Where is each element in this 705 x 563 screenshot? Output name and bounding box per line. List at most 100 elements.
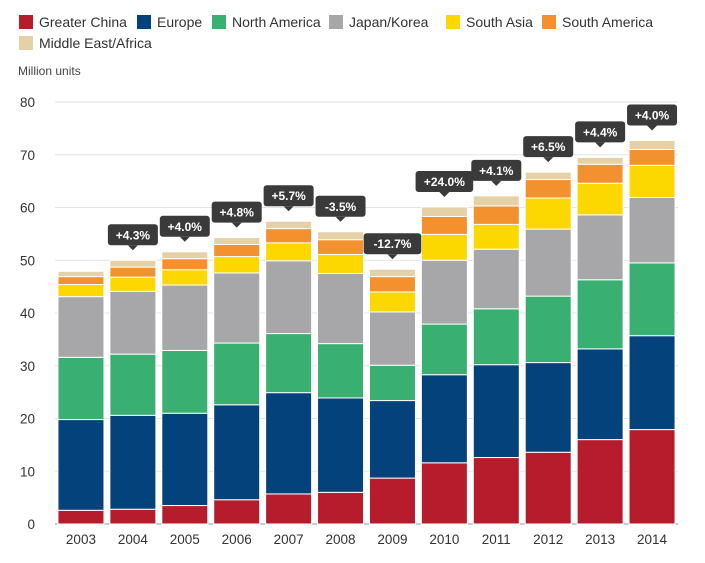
legend-swatch-north-america: [212, 15, 226, 29]
bar-segment-japan-korea-2003: [57, 296, 105, 358]
legend-label-middle-east-africa: Middle East/Africa: [39, 35, 152, 51]
growth-annotation: +5.7%: [263, 185, 314, 212]
bars: [57, 140, 676, 525]
annotation-label: +4.0%: [635, 109, 670, 123]
annotation-box: [263, 185, 314, 207]
bar-segment-south-asia-2003: [57, 284, 105, 298]
bar-segment-middle-east-africa-2008: [317, 231, 365, 241]
annotation-pointer: [439, 191, 450, 197]
bar-segment-south-asia-2007: [265, 242, 313, 262]
growth-annotation: +4.0%: [159, 215, 210, 242]
bar-segment-south-asia-2010: [420, 233, 468, 261]
bar-segment-south-america-2012: [524, 179, 572, 199]
x-tick-label: 2010: [429, 532, 459, 547]
annotation-pointer: [179, 236, 190, 242]
bar-segment-north-america-2003: [57, 356, 105, 421]
growth-annotation: +4.8%: [211, 201, 262, 228]
annotation-box: [159, 215, 210, 237]
legend-swatch-japan-korea: [329, 15, 343, 29]
annotation-pointer: [543, 157, 554, 163]
bar-segment-north-america-2004: [109, 353, 157, 416]
annotation-label: +4.3%: [116, 228, 151, 242]
legend-swatch-south-asia: [446, 15, 460, 29]
bar-segment-europe-2010: [420, 374, 468, 464]
bar-segment-greater-china-2004: [109, 508, 157, 525]
grid: [55, 101, 678, 525]
x-tick-label: 2008: [326, 532, 356, 547]
annotation-box: [107, 224, 158, 246]
y-tick-label: 40: [20, 306, 35, 321]
annotation-label: +4.4%: [583, 125, 618, 139]
bar-segment-middle-east-africa-2007: [265, 220, 313, 230]
y-tick-label: 0: [27, 517, 35, 532]
bar-segment-middle-east-africa-2014: [628, 140, 676, 150]
bar-segment-south-asia-2008: [317, 253, 365, 274]
bar-segment-greater-china-2003: [57, 509, 105, 525]
legend-label-japan-korea: Japan/Korea: [349, 14, 429, 30]
bar-segment-greater-china-2014: [628, 429, 676, 525]
annotation-label: +4.8%: [220, 206, 255, 220]
bar-segment-japan-korea-2006: [213, 272, 261, 344]
bar-segment-europe-2011: [472, 364, 520, 459]
x-tick-label: 2009: [377, 532, 407, 547]
annotation-label: -3.5%: [325, 200, 357, 214]
annotation-label: +4.1%: [479, 164, 514, 178]
bar-segment-japan-korea-2007: [265, 260, 313, 335]
annotation-box: [523, 136, 574, 158]
bar-segment-north-america-2011: [472, 308, 520, 366]
annotation-pointer: [491, 180, 502, 186]
annotation-box: [471, 159, 522, 181]
x-tick-label: 2003: [66, 532, 96, 547]
bar-segment-middle-east-africa-2011: [472, 195, 520, 207]
bar-segment-europe-2005: [161, 412, 209, 507]
y-axis-unit-label: Million units: [18, 64, 81, 78]
annotation-pointer: [335, 216, 346, 222]
bar-segment-europe-2003: [57, 419, 105, 511]
bar-segment-europe-2004: [109, 414, 157, 510]
y-tick-label: 60: [20, 201, 35, 216]
y-axis: 0 10 20 30 40 50 60 70 80: [20, 95, 35, 532]
bar-segment-middle-east-africa-2004: [109, 259, 157, 268]
bar-segment-south-asia-2009: [368, 291, 416, 313]
bar-segment-south-asia-2005: [161, 269, 209, 286]
bar-segment-middle-east-africa-2010: [420, 206, 468, 217]
legend-swatch-middle-east-africa: [19, 36, 33, 50]
bar-segment-greater-china-2011: [472, 457, 520, 525]
annotation-label: +6.5%: [531, 140, 566, 154]
bar-segment-japan-korea-2012: [524, 228, 572, 297]
legend-swatch-greater-china: [19, 15, 33, 29]
y-tick-label: 20: [20, 412, 35, 427]
bar-segment-south-america-2011: [472, 205, 520, 225]
legend-label-south-america: South America: [562, 14, 653, 30]
legend-label-greater-china: Greater China: [39, 14, 127, 30]
bar-segment-south-america-2003: [57, 276, 105, 286]
bar-segment-japan-korea-2005: [161, 284, 209, 351]
annotation-pointer: [647, 125, 658, 131]
bar-segment-south-asia-2004: [109, 276, 157, 292]
annotation-label: +24.0%: [424, 175, 465, 189]
bar-segment-south-asia-2011: [472, 223, 520, 250]
bar-segment-north-america-2006: [213, 342, 261, 406]
bar-segment-greater-china-2010: [420, 462, 468, 525]
bar-segment-middle-east-africa-2009: [368, 268, 416, 278]
bar-segment-japan-korea-2010: [420, 259, 468, 325]
y-tick-label: 70: [20, 148, 35, 163]
bar-segment-south-america-2009: [368, 276, 416, 293]
annotation-pointer: [387, 254, 398, 260]
bar-segment-middle-east-africa-2012: [524, 171, 572, 181]
bar-segment-middle-east-africa-2006: [213, 237, 261, 245]
bar-segment-north-america-2005: [161, 349, 209, 414]
annotation-pointer: [231, 222, 242, 228]
bar-segment-middle-east-africa-2013: [576, 156, 624, 165]
bar-segment-europe-2013: [576, 348, 624, 441]
bar-segment-europe-2014: [628, 335, 676, 431]
y-tick-label: 50: [20, 253, 35, 268]
bar-segment-middle-east-africa-2003: [57, 270, 105, 278]
legend-label-europe: Europe: [157, 14, 202, 30]
annotation-box: [415, 170, 474, 192]
bar-segment-japan-korea-2009: [368, 311, 416, 366]
bar-segment-north-america-2012: [524, 295, 572, 364]
bar-segment-south-america-2008: [317, 239, 365, 255]
growth-annotation: -12.7%: [363, 233, 422, 260]
